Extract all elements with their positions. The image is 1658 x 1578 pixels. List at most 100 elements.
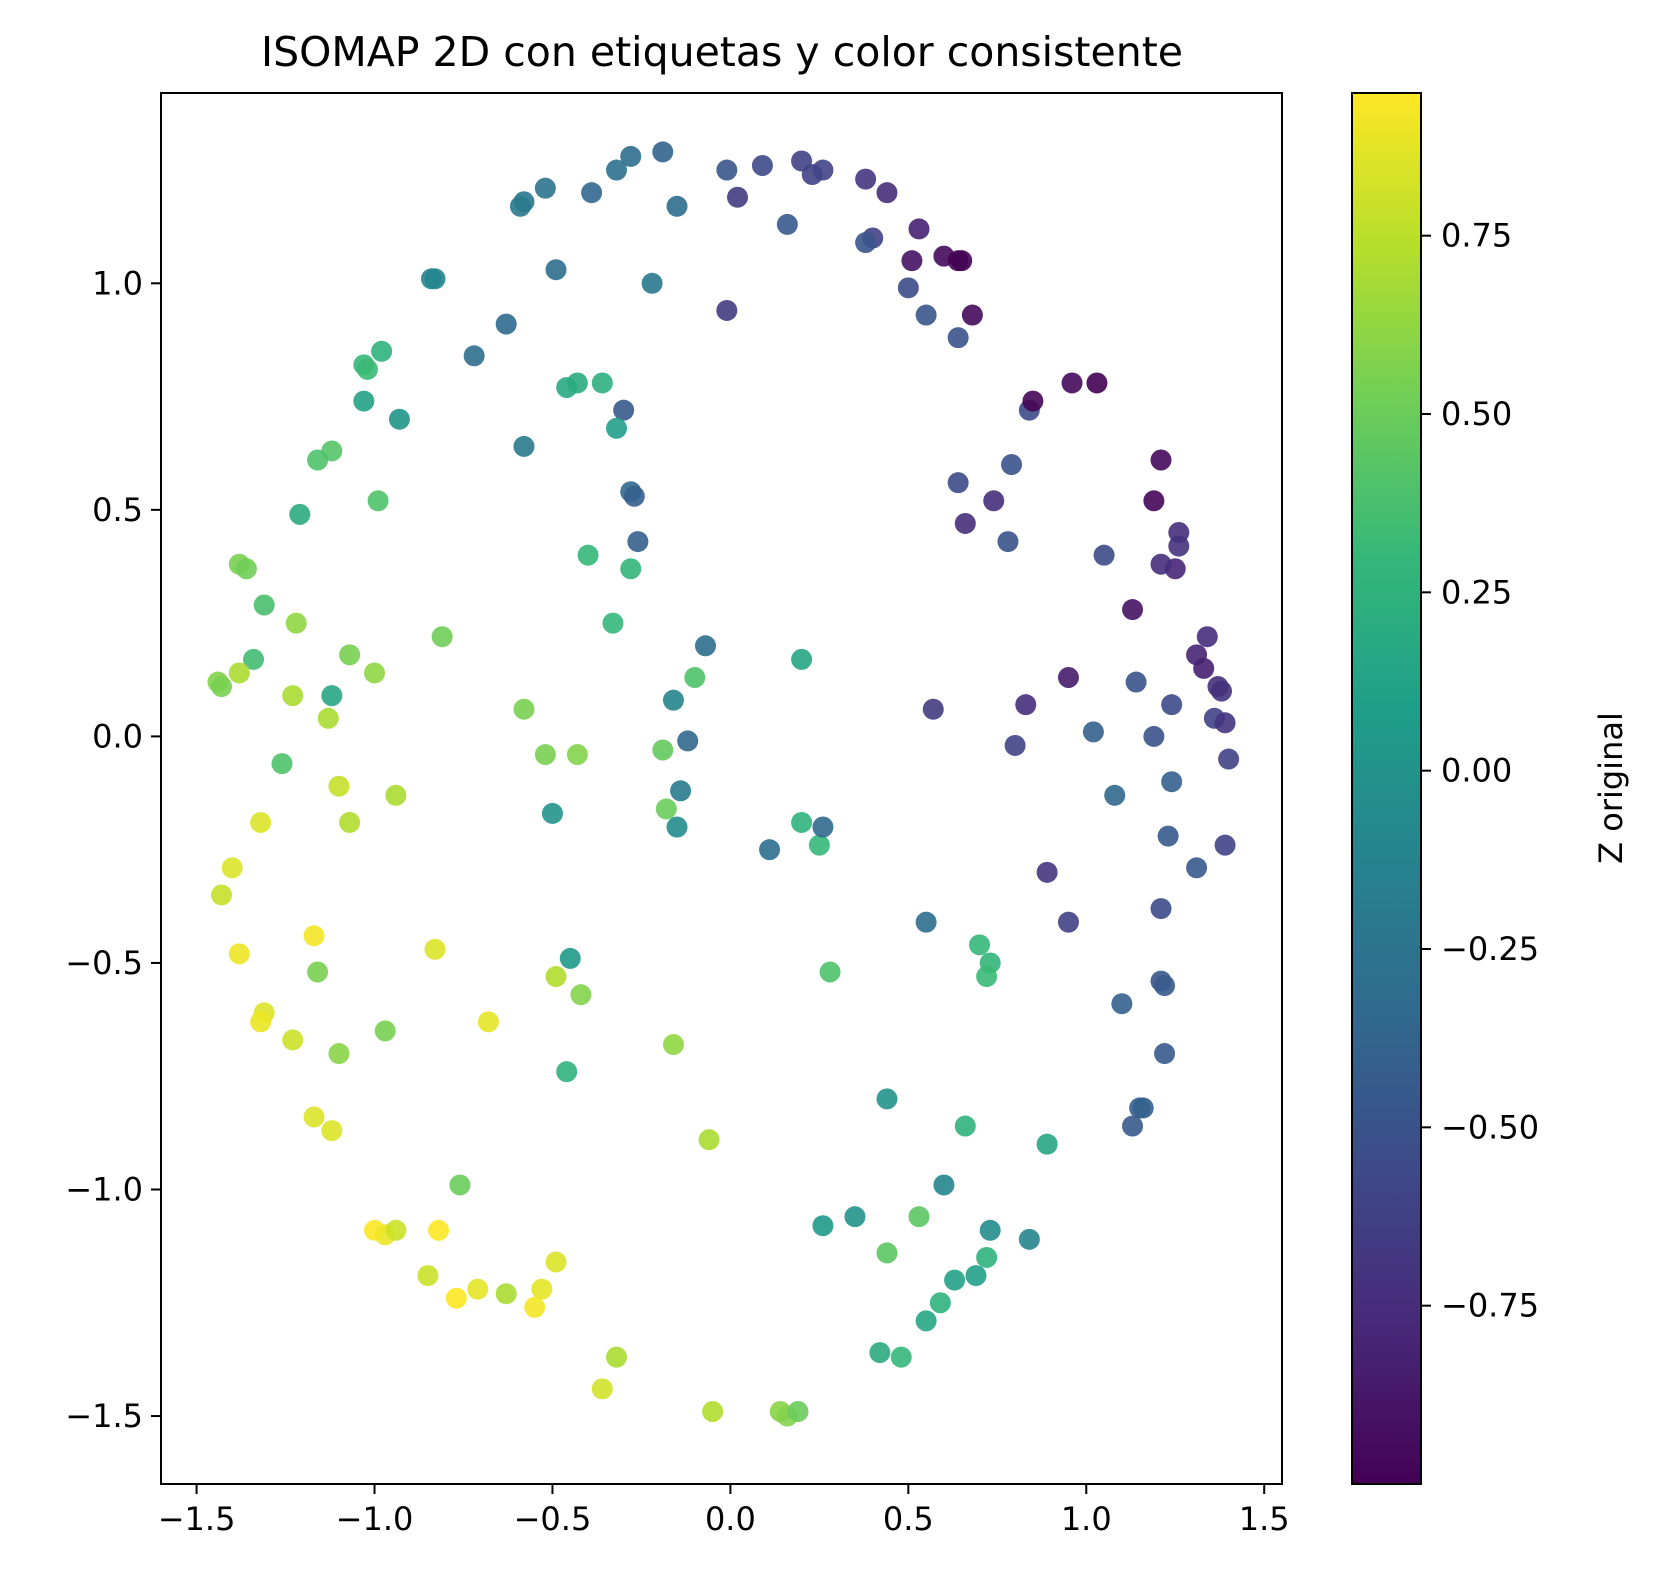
data-point bbox=[812, 1215, 834, 1237]
data-point bbox=[662, 1033, 684, 1055]
colorbar-tick-label: 0.75 bbox=[1441, 217, 1512, 255]
data-point bbox=[716, 299, 738, 321]
data-point bbox=[890, 1346, 912, 1368]
data-point bbox=[791, 648, 813, 670]
data-point bbox=[915, 1310, 937, 1332]
data-point bbox=[1104, 784, 1126, 806]
data-point bbox=[759, 839, 781, 861]
plot-frame bbox=[160, 92, 1283, 1485]
data-point bbox=[997, 531, 1019, 553]
data-point bbox=[339, 644, 361, 666]
data-point bbox=[1082, 721, 1104, 743]
data-point bbox=[812, 816, 834, 838]
data-point bbox=[694, 635, 716, 657]
data-point bbox=[606, 159, 628, 181]
data-point bbox=[1004, 734, 1026, 756]
data-point bbox=[371, 340, 393, 362]
data-point bbox=[944, 1269, 966, 1291]
data-point bbox=[1132, 1097, 1154, 1119]
data-point bbox=[228, 662, 250, 684]
data-point bbox=[385, 784, 407, 806]
data-point bbox=[1186, 857, 1208, 879]
data-point bbox=[876, 1242, 898, 1264]
data-point bbox=[559, 947, 581, 969]
data-point bbox=[819, 961, 841, 983]
y-tick-label: −0.5 bbox=[65, 944, 143, 982]
data-point bbox=[417, 1265, 439, 1287]
x-tick-label: 1.0 bbox=[1061, 1500, 1112, 1538]
colorbar-tick-label: 0.50 bbox=[1441, 395, 1512, 433]
data-point bbox=[317, 707, 339, 729]
data-point bbox=[1168, 535, 1190, 557]
colorbar bbox=[1351, 92, 1422, 1485]
data-point bbox=[969, 934, 991, 956]
data-point bbox=[965, 1265, 987, 1287]
data-point bbox=[228, 943, 250, 965]
data-point bbox=[698, 1129, 720, 1151]
data-point bbox=[495, 1283, 517, 1305]
data-point bbox=[620, 145, 642, 167]
data-point bbox=[929, 1292, 951, 1314]
data-point bbox=[253, 594, 275, 616]
data-point bbox=[243, 648, 265, 670]
data-point bbox=[1214, 834, 1236, 856]
data-point bbox=[727, 186, 749, 208]
data-point bbox=[947, 472, 969, 494]
data-point bbox=[620, 558, 642, 580]
data-point bbox=[282, 685, 304, 707]
data-point bbox=[652, 739, 674, 761]
data-point bbox=[961, 304, 983, 326]
data-point bbox=[388, 408, 410, 430]
data-point bbox=[1122, 1115, 1144, 1137]
data-point bbox=[901, 250, 923, 272]
data-point bbox=[513, 698, 535, 720]
data-point bbox=[869, 1342, 891, 1364]
data-point bbox=[947, 327, 969, 349]
data-point bbox=[951, 250, 973, 272]
data-point bbox=[328, 775, 350, 797]
data-point bbox=[374, 1020, 396, 1042]
data-point bbox=[524, 1296, 546, 1318]
data-point bbox=[1001, 454, 1023, 476]
x-tick-label: −0.5 bbox=[514, 1500, 592, 1538]
data-point bbox=[221, 857, 243, 879]
data-point bbox=[577, 544, 599, 566]
data-point bbox=[591, 372, 613, 394]
y-axis: −1.5 −1.0 −0.5 0.0 0.5 1.0 bbox=[65, 264, 161, 1435]
colorbar-tick-label: −0.75 bbox=[1441, 1287, 1539, 1325]
data-point bbox=[922, 698, 944, 720]
data-point bbox=[702, 1401, 724, 1423]
data-point bbox=[509, 195, 531, 217]
data-point bbox=[623, 485, 645, 507]
data-point bbox=[534, 744, 556, 766]
y-tick-label: 1.0 bbox=[92, 264, 143, 302]
data-point bbox=[210, 884, 232, 906]
data-point bbox=[556, 1061, 578, 1083]
data-point bbox=[844, 1206, 866, 1228]
data-point bbox=[534, 177, 556, 199]
data-point bbox=[933, 1174, 955, 1196]
data-point bbox=[367, 490, 389, 512]
data-point bbox=[545, 1251, 567, 1273]
data-point bbox=[1196, 626, 1218, 648]
data-point bbox=[808, 834, 830, 856]
x-tick-label: 0.5 bbox=[883, 1500, 934, 1538]
data-point bbox=[467, 1278, 489, 1300]
data-point bbox=[855, 232, 877, 254]
data-point bbox=[541, 802, 563, 824]
data-point bbox=[250, 1011, 272, 1033]
x-axis: −1.5 −1.0 −0.5 0.0 0.5 1.0 1.5 bbox=[158, 1484, 1290, 1538]
data-point bbox=[655, 798, 677, 820]
data-point bbox=[1015, 694, 1037, 716]
data-point bbox=[1218, 748, 1240, 770]
data-point bbox=[812, 159, 834, 181]
data-point bbox=[954, 512, 976, 534]
data-point bbox=[495, 313, 517, 335]
y-tick-label: 0.0 bbox=[92, 717, 143, 755]
data-point bbox=[1111, 993, 1133, 1015]
data-point bbox=[1125, 671, 1147, 693]
data-point bbox=[307, 961, 329, 983]
data-point bbox=[1193, 657, 1215, 679]
data-point bbox=[641, 272, 663, 294]
